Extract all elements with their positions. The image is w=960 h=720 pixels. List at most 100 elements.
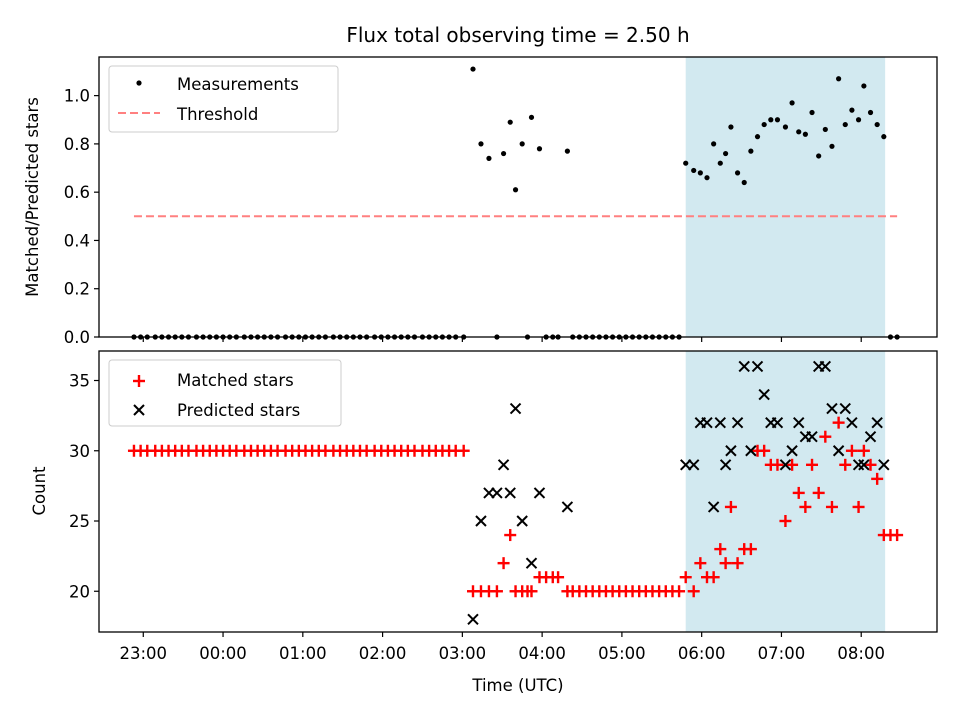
measurement-point-63 xyxy=(564,148,570,154)
top-shaded-interval xyxy=(685,57,886,337)
predicted-star-point-0 xyxy=(467,613,479,626)
predicted-star-point-12 xyxy=(687,459,700,471)
bottom-xtick-label-2: 01:00 xyxy=(279,644,327,663)
bottom-xtick-label-4: 03:00 xyxy=(439,644,487,663)
measurement-point-54 xyxy=(507,119,513,125)
legend-matched-label: Matched stars xyxy=(177,371,294,390)
predicted-star-point-36 xyxy=(846,416,858,429)
measurement-point-83 xyxy=(697,170,703,176)
predicted-star-point-30 xyxy=(806,430,818,443)
matched-star-point-88 xyxy=(724,500,737,513)
matched-star-point-110 xyxy=(871,472,884,485)
matched-star-point-108 xyxy=(857,444,870,457)
measurement-point-89 xyxy=(734,170,741,176)
matched-star-point-85 xyxy=(707,571,720,584)
bottom-xlabel: Time (UTC) xyxy=(471,676,563,695)
matched-star-point-104 xyxy=(832,416,845,429)
predicted-star-point-9 xyxy=(533,487,546,499)
matched-star-point-107 xyxy=(852,500,865,513)
measurement-point-100 xyxy=(809,109,815,116)
predicted-star-point-4 xyxy=(497,459,510,471)
predicted-star-point-1 xyxy=(475,515,487,527)
predicted-star-point-14 xyxy=(701,416,713,429)
predicted-star-point-8 xyxy=(525,557,538,569)
predicted-star-point-15 xyxy=(707,501,720,513)
measurement-point-104 xyxy=(836,76,842,82)
measurement-point-85 xyxy=(711,141,717,147)
measurement-point-102 xyxy=(822,126,828,133)
legend-threshold-label: Threshold xyxy=(176,105,258,124)
matched-star-point-48 xyxy=(457,444,470,457)
matched-star-point-80 xyxy=(673,585,686,598)
predicted-star-point-16 xyxy=(714,416,726,429)
measurement-point-95 xyxy=(774,117,781,123)
top-ytick-label-4: 0.8 xyxy=(64,135,90,154)
measurement-point-105 xyxy=(842,121,848,128)
matched-star-point-102 xyxy=(819,430,832,443)
measurement-point-81 xyxy=(683,160,689,166)
predicted-star-point-34 xyxy=(832,445,845,457)
bottom-legend-box xyxy=(108,359,342,427)
predicted-star-point-20 xyxy=(738,360,750,373)
predicted-star-point-35 xyxy=(839,402,851,415)
matched-star-point-113 xyxy=(891,529,904,542)
legend-measurements-marker xyxy=(136,80,142,86)
matched-star-point-58 xyxy=(525,585,538,598)
bottom-xtick-label-6: 05:00 xyxy=(598,644,646,663)
predicted-star-point-19 xyxy=(731,416,744,429)
bottom-xtick-label-3: 02:00 xyxy=(359,644,407,663)
bottom-xtick-label-1: 00:00 xyxy=(199,644,247,663)
matched-star-point-54 xyxy=(504,529,517,542)
predicted-star-point-10 xyxy=(561,501,574,513)
measurement-point-86 xyxy=(717,160,723,166)
matched-star-point-62 xyxy=(552,571,565,584)
predicted-star-point-41 xyxy=(878,459,890,471)
top-title: Flux total observing time = 2.50 h xyxy=(346,23,689,47)
matched-star-point-99 xyxy=(799,500,812,513)
measurement-point-93 xyxy=(761,121,767,128)
bottom-ytick-label-0: 20 xyxy=(69,582,90,601)
measurement-point-111 xyxy=(881,134,887,140)
measurement-point-49 xyxy=(470,66,476,72)
bottom-xtick-label-9: 08:00 xyxy=(837,644,885,663)
measurement-point-96 xyxy=(782,124,789,130)
measurement-point-101 xyxy=(816,153,822,159)
legend-measurements-label: Measurements xyxy=(177,75,299,94)
measurement-point-109 xyxy=(867,109,874,116)
predicted-star-point-21 xyxy=(745,445,757,457)
measurement-point-84 xyxy=(704,175,710,181)
measurement-point-55 xyxy=(512,187,519,193)
legend-predicted-label: Predicted stars xyxy=(177,401,300,420)
measurement-point-98 xyxy=(796,129,802,135)
top-panel: 0.0 0.2 0.4 0.6 0.8 1.0 Flux total observing … xyxy=(23,23,938,347)
matched-star-point-109 xyxy=(864,458,877,471)
measurement-point-106 xyxy=(849,107,855,113)
predicted-star-point-25 xyxy=(771,416,784,429)
measurement-point-51 xyxy=(486,155,492,161)
measurement-point-59 xyxy=(536,146,543,152)
top-ytick-label-1: 0.2 xyxy=(64,280,90,299)
matched-star-point-96 xyxy=(779,515,792,528)
matched-star-point-93 xyxy=(758,444,771,457)
matched-star-point-98 xyxy=(792,486,805,499)
predicted-star-point-27 xyxy=(786,445,798,457)
top-ytick-label-3: 0.6 xyxy=(64,183,90,202)
bottom-legend: Matched stars Predicted stars xyxy=(108,359,342,427)
measurement-point-110 xyxy=(874,121,880,128)
bottom-plot-frame xyxy=(98,350,938,633)
bottom-xtick-label-7: 06:00 xyxy=(678,644,726,663)
measurement-point-92 xyxy=(754,134,761,140)
predicted-star-point-18 xyxy=(725,445,737,457)
top-ytick-label-0: 0.0 xyxy=(64,328,90,347)
measurement-point-82 xyxy=(691,167,697,174)
predicted-star-point-28 xyxy=(793,416,805,429)
predicted-star-point-17 xyxy=(719,459,732,471)
measurement-point-90 xyxy=(741,179,747,186)
bottom-x-ticks: 23:00 00:00 01:00 02:00 03:00 04:00 05:00 06:00… xyxy=(119,632,885,663)
bottom-y-ticks: 20 25 30 35 xyxy=(69,372,99,601)
bottom-ytick-label-2: 30 xyxy=(69,442,90,461)
measurement-point-56 xyxy=(519,141,525,147)
matched-star-point-82 xyxy=(687,585,700,598)
measurement-point-88 xyxy=(728,124,734,130)
bottom-xtick-label-5: 04:00 xyxy=(518,644,566,663)
